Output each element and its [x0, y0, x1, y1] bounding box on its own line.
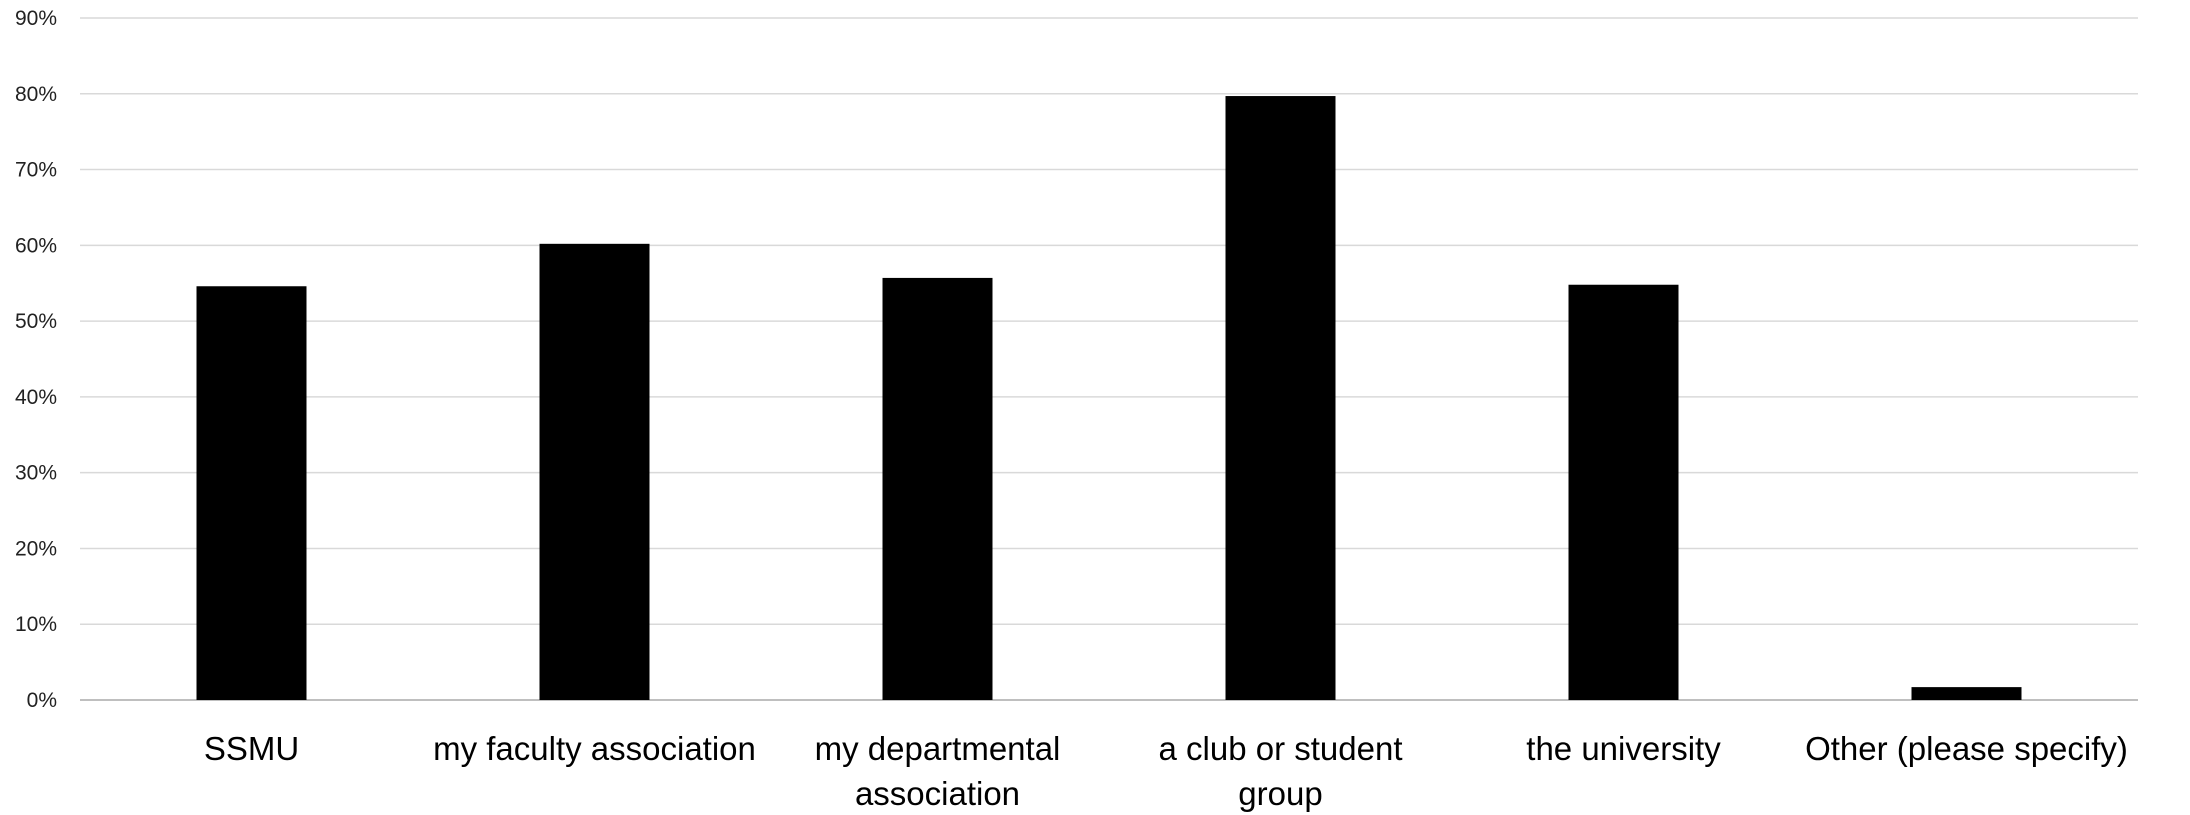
x-category-label-line: the university: [1526, 730, 1721, 767]
x-category-label: the university: [1526, 730, 1721, 767]
x-category-label: SSMU: [204, 730, 299, 767]
y-tick-label: 10%: [15, 613, 57, 636]
x-category-label-line: a club or student: [1159, 730, 1403, 767]
x-category-label-line: SSMU: [204, 730, 299, 767]
gridlines: [80, 17, 2138, 701]
y-tick-label: 70%: [15, 159, 57, 182]
bar: [196, 286, 307, 700]
x-axis-category-labels: SSMU my faculty association my departmenta…: [204, 730, 2128, 812]
x-category-label: a club or student group: [1159, 730, 1403, 812]
x-category-label-line: association: [855, 775, 1020, 812]
y-tick-label: 50%: [15, 310, 57, 333]
x-category-label-line: my departmental: [815, 730, 1061, 767]
bar: [1568, 284, 1679, 700]
x-category-label: Other (please specify): [1805, 730, 2128, 767]
bars: [196, 96, 2022, 701]
x-category-label: my departmental association: [815, 730, 1061, 812]
x-category-label: my faculty association: [433, 730, 756, 767]
bar: [1225, 96, 1336, 701]
x-category-label-line: group: [1238, 775, 1322, 812]
y-tick-label: 90%: [15, 7, 57, 30]
y-tick-label: 0%: [27, 689, 57, 712]
bar: [539, 243, 650, 700]
x-category-label-line: Other (please specify): [1805, 730, 2128, 767]
bar: [1911, 687, 2022, 700]
y-tick-label: 30%: [15, 462, 57, 485]
y-tick-label: 60%: [15, 234, 57, 257]
bar: [882, 277, 993, 700]
y-tick-label: 20%: [15, 537, 57, 560]
y-tick-label: 80%: [15, 83, 57, 106]
x-category-label-line: my faculty association: [433, 730, 756, 767]
y-axis-tick-labels: 0% 10% 20% 30% 40% 50% 60% 70% 80% 90%: [15, 7, 57, 712]
y-tick-label: 40%: [15, 386, 57, 409]
